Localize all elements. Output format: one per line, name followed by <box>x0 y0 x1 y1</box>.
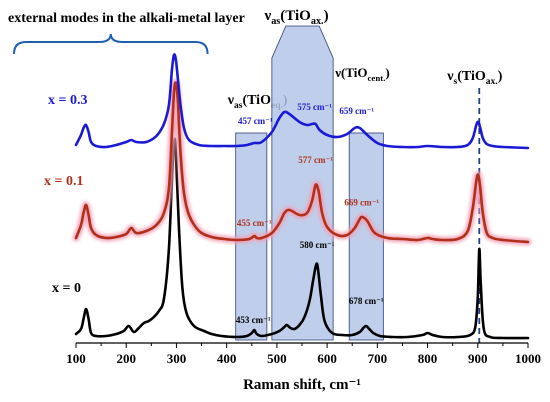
series-label: x = 0 <box>52 281 81 296</box>
series-label: x = 0.1 <box>44 174 83 189</box>
annotation-layer: x = 0.3 x = 0.1 x = 0 457 cm⁻¹ 575 cm⁻¹ 659 c… <box>44 93 384 325</box>
x-axis-title: Raman shift, cm⁻¹ <box>243 377 361 393</box>
series-line-2 <box>74 53 530 150</box>
band-tiO-ax <box>271 25 334 341</box>
x-tick-label: 1000 <box>515 351 541 366</box>
band-label-tiO-ax: νas(TiOax.) <box>264 8 329 27</box>
peak-label: 580 cm⁻¹ <box>300 240 335 250</box>
peak-label: 577 cm⁻¹ <box>298 155 333 165</box>
x-tick-label: 900 <box>468 351 488 366</box>
series-line-0 <box>74 137 530 340</box>
band-layer: νas(TiOeq.)νas(TiOax.)ν(TiOcent.) <box>227 8 390 341</box>
peak-label: 659 cm⁻¹ <box>339 106 374 116</box>
x-tick-label: 600 <box>317 351 337 366</box>
vline-layer: νs(TiOax.) <box>446 69 503 343</box>
x-tick-label: 100 <box>66 351 86 366</box>
brace-label: external modes in the alkali-metal layer <box>8 11 245 26</box>
brace-annotation: external modes in the alkali-metal layer <box>8 11 245 55</box>
peak-label: 669 cm⁻¹ <box>344 197 379 207</box>
peak-label: 575 cm⁻¹ <box>297 102 332 112</box>
peak-label: 678 cm⁻¹ <box>349 296 384 306</box>
x-tick-label: 400 <box>217 351 237 366</box>
series-layer <box>72 53 532 340</box>
band-label-tiO-cent: ν(TiOcent.) <box>334 65 390 83</box>
x-tick-label: 300 <box>167 351 187 366</box>
x-tick-label: 800 <box>418 351 438 366</box>
brace-shape <box>13 33 209 55</box>
x-axis: 100 200 300 400 500 600 700 800 900 1000 Raman shi… <box>66 342 541 393</box>
x-tick-label: 500 <box>267 351 287 366</box>
vline-label: νs(TiOax.) <box>446 69 502 87</box>
x-tick-label: 200 <box>116 351 136 366</box>
peak-label: 455 cm⁻¹ <box>237 218 272 228</box>
peak-label: 453 cm⁻¹ <box>236 315 271 325</box>
peak-label: 457 cm⁻¹ <box>238 116 273 126</box>
series-line-1 <box>74 81 530 244</box>
x-tick-label: 700 <box>368 351 388 366</box>
series-label: x = 0.3 <box>48 93 87 108</box>
